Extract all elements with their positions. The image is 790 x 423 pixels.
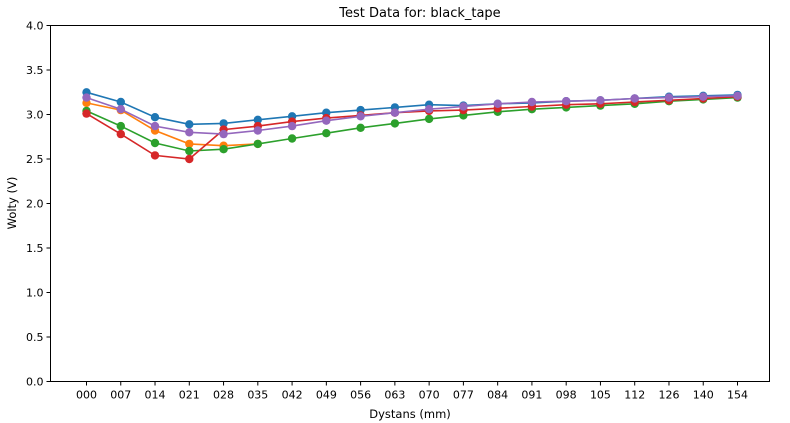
- x-axis-title: Dystans (mm): [369, 407, 451, 421]
- data-point: [596, 96, 605, 105]
- data-point: [150, 121, 160, 131]
- x-tick-label: 105: [590, 389, 611, 402]
- x-tick-label: 070: [419, 389, 440, 402]
- data-point: [150, 138, 160, 148]
- data-point: [493, 99, 502, 109]
- x-tick-label: 007: [110, 389, 131, 402]
- series-5: [82, 91, 742, 139]
- x-tick-label: 154: [727, 389, 748, 402]
- y-tick-label: 1.5: [26, 242, 44, 255]
- data-point: [356, 123, 365, 132]
- data-point: [219, 129, 228, 139]
- data-point: [150, 113, 160, 122]
- series-3: [82, 93, 742, 156]
- data-point: [253, 115, 262, 125]
- data-point: [390, 108, 400, 117]
- y-axis-title: Wolty (V): [5, 177, 19, 230]
- data-point: [185, 128, 194, 137]
- series-line: [86, 102, 258, 147]
- data-point: [116, 105, 126, 114]
- x-tick-label: 028: [213, 389, 234, 402]
- data-point: [150, 151, 160, 160]
- y-tick-label: 2.5: [26, 153, 44, 166]
- data-point: [82, 93, 91, 102]
- data-point: [699, 92, 708, 101]
- data-point: [322, 116, 331, 125]
- x-tick-label: 084: [487, 389, 508, 402]
- x-tick-label: 140: [693, 389, 714, 402]
- chart-title: Test Data for: black_tape: [338, 6, 500, 21]
- y-tick-label: 4.0: [26, 20, 44, 33]
- data-point: [287, 134, 297, 143]
- x-tick-label: 049: [316, 389, 337, 402]
- data-point: [185, 146, 194, 156]
- data-point: [185, 120, 194, 129]
- data-point: [287, 121, 297, 131]
- x-tick-label: 126: [658, 389, 679, 402]
- y-tick-label: 0.5: [26, 331, 44, 344]
- data-point: [322, 129, 331, 138]
- series-line: [86, 95, 738, 135]
- y-tick-label: 0.0: [26, 376, 44, 389]
- x-tick-label: 021: [179, 389, 200, 402]
- x-tick-label: 042: [282, 389, 303, 402]
- data-point: [390, 119, 400, 128]
- y-tick-label: 2.0: [26, 198, 44, 211]
- data-point: [82, 109, 91, 118]
- data-point: [356, 112, 365, 121]
- series-2: [82, 98, 262, 150]
- data-point: [219, 145, 228, 154]
- data-point: [562, 97, 571, 106]
- data-point: [185, 139, 194, 149]
- plot-area-frame: [50, 25, 770, 382]
- data-point: [664, 93, 674, 102]
- x-tick-label: 063: [384, 389, 405, 402]
- x-tick-label: 000: [76, 389, 97, 402]
- x-tick-label: 014: [145, 389, 166, 402]
- x-tick-label: 056: [350, 389, 371, 402]
- data-point: [253, 126, 262, 135]
- data-point: [459, 102, 468, 111]
- x-tick-label: 098: [556, 389, 577, 402]
- y-tick-label: 1.0: [26, 287, 44, 300]
- data-point: [116, 121, 126, 131]
- data-point: [219, 119, 228, 128]
- x-tick-label: 091: [521, 389, 542, 402]
- data-point: [116, 97, 126, 107]
- data-point: [253, 139, 262, 149]
- data-point: [424, 114, 434, 124]
- x-tick-label: 112: [624, 389, 645, 402]
- y-tick-label: 3.0: [26, 109, 44, 122]
- y-tick-label: 3.5: [26, 64, 44, 77]
- data-point: [424, 105, 434, 114]
- data-point: [630, 94, 639, 103]
- data-point: [185, 154, 194, 164]
- series-1: [82, 88, 742, 129]
- data-point: [116, 129, 126, 139]
- x-tick-label: 035: [247, 389, 268, 402]
- series-line: [86, 91, 738, 126]
- series-line: [86, 96, 738, 152]
- data-point: [733, 91, 742, 101]
- data-point: [527, 97, 537, 107]
- x-tick-label: 077: [453, 389, 474, 402]
- series-line: [86, 95, 738, 160]
